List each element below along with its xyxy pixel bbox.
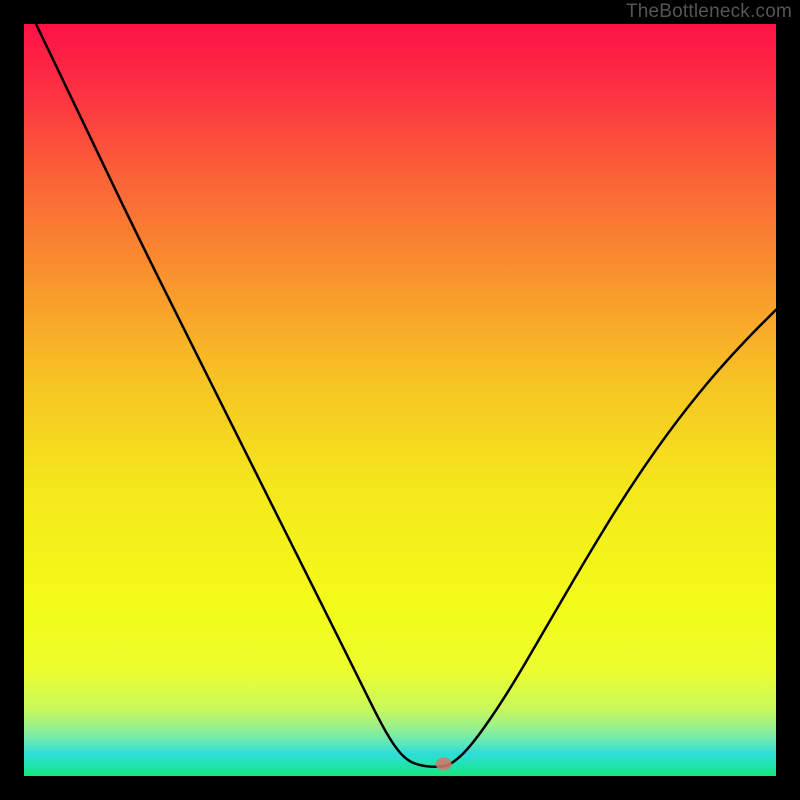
optimal-point-marker [436, 757, 452, 770]
chart-background [24, 24, 776, 776]
bottleneck-chart [0, 0, 800, 800]
watermark-label: TheBottleneck.com [626, 1, 792, 23]
